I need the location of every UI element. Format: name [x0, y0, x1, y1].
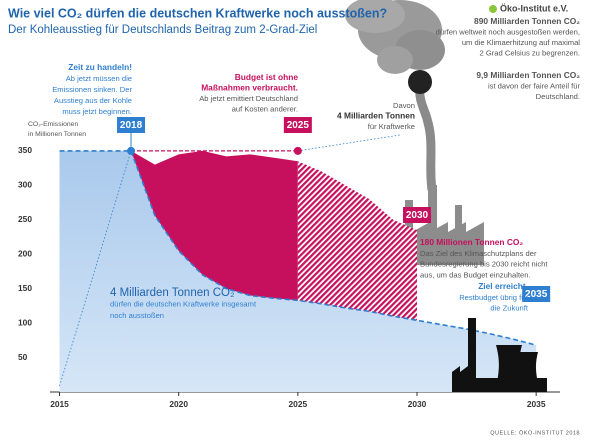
annotation-text: Bundesregierung bis 2030 reicht nicht — [420, 260, 548, 269]
overshoot-area-hatched — [297, 161, 418, 321]
annotation-text: für Kraftwerke — [368, 122, 415, 131]
budget-area — [59, 150, 537, 392]
logo-mark — [489, 5, 497, 13]
annotation-text: Ziel erreicht. — [478, 281, 528, 291]
y-tick-label: 250 — [18, 214, 32, 224]
annotation-text: 180 Millionen Tonnen CO₂ — [420, 237, 523, 247]
annotation-text: Ab jetzt müssen die — [66, 74, 132, 83]
subtitle: Der Kohleausstieg für Deutschlands Beitr… — [8, 24, 317, 36]
smoke-illustration — [345, 0, 445, 191]
annotation-text: Ausstieg aus der Kohle — [54, 96, 132, 105]
annotation-text: Davon — [393, 101, 415, 110]
y-tick-label: 300 — [18, 180, 32, 190]
y-tick-label: 350 — [18, 145, 32, 155]
annotation-text: auf Kosten anderer. — [232, 105, 298, 114]
annotation-text: muss jetzt beginnen. — [62, 107, 132, 116]
annotation-text: Budget ist ohne — [235, 72, 299, 82]
overshoot-area — [131, 150, 298, 301]
year-badge — [283, 117, 312, 133]
source: QUELLE: ÖKO-INSTITUT 2018 — [490, 429, 580, 436]
start-guide — [59, 150, 132, 387]
y-tick-label: 200 — [18, 248, 32, 258]
year-badge-label: 2030 — [406, 210, 429, 221]
annotation-text: Maßnahmen verbraucht. — [201, 83, 298, 93]
annotation-text: aus, um das Budget einzuhalten. — [420, 270, 531, 279]
annotation-text: die Zukunft — [490, 304, 528, 313]
x-tick-label: 2020 — [169, 399, 188, 409]
annotation-text: dürfen weltweit noch ausgestoßen werden, — [436, 28, 580, 37]
annotation-text: 4 Milliarden Tonnen — [337, 111, 415, 121]
annotation-text: 4 Milliarden Tonnen CO₂ — [110, 287, 234, 299]
logo: Öko-Institut e.V. — [500, 3, 568, 13]
annotation-text: 2 Grad Celsius zu begrenzen. — [480, 49, 580, 58]
annotation-text: ist davon der faire Anteil für — [488, 82, 580, 91]
year-badge — [117, 117, 146, 133]
annotation-text: 9,9 Milliarden Tonnen CO₂ — [476, 70, 580, 80]
marker-dot — [293, 146, 302, 155]
y-axis-label: in Millionen Tonnen — [28, 131, 86, 138]
annotation-text: Deutschland. — [536, 92, 580, 101]
year-badge-label: 2018 — [120, 120, 143, 131]
x-tick-label: 2035 — [527, 399, 546, 409]
annotation-text: noch ausstoßen — [110, 311, 164, 320]
x-tick-label: 2015 — [50, 399, 69, 409]
foreground-factory — [452, 318, 547, 392]
plot: 50 100 150 200 250 300 350 2015 2020 2025 2030 2035… — [18, 117, 580, 436]
x-tick-label: 2025 — [289, 399, 308, 409]
y-tick-label: 50 — [18, 352, 28, 362]
year-badge — [522, 286, 551, 302]
annotations: 890 Milliarden Tonnen CO₂ dürfen weltweit… — [52, 16, 580, 320]
annotation-text: Emissionen sinken. Der — [52, 85, 132, 94]
annotation-text: dürfen die deutschen Kraftwerke insgesam… — [110, 300, 257, 309]
annotation-text: Ab jetzt emittiert Deutschland — [199, 94, 298, 103]
annotation-text: 890 Milliarden Tonnen CO₂ — [474, 16, 580, 26]
annotation-text: Das Ziel des Klimaschutzplans der — [420, 249, 537, 258]
x-tick-label: 2030 — [408, 399, 427, 409]
title: Wie viel CO₂ dürfen die deutschen Kraftw… — [8, 6, 387, 20]
y-tick-label: 100 — [18, 317, 32, 327]
annotation-text: um die Klimaerhitzung auf maximal — [462, 38, 580, 47]
plants-guide — [297, 134, 401, 152]
annotation-text: Restbudget übrig für — [459, 293, 528, 302]
y-tick-label: 150 — [18, 283, 32, 293]
y-axis-label: CO₂-Emissionen — [28, 121, 78, 128]
year-badge-label: 2025 — [287, 120, 310, 131]
annotation-text: Zeit zu handeln! — [68, 62, 132, 72]
year-badge — [403, 207, 432, 223]
year-badge-label: 2035 — [525, 289, 548, 300]
